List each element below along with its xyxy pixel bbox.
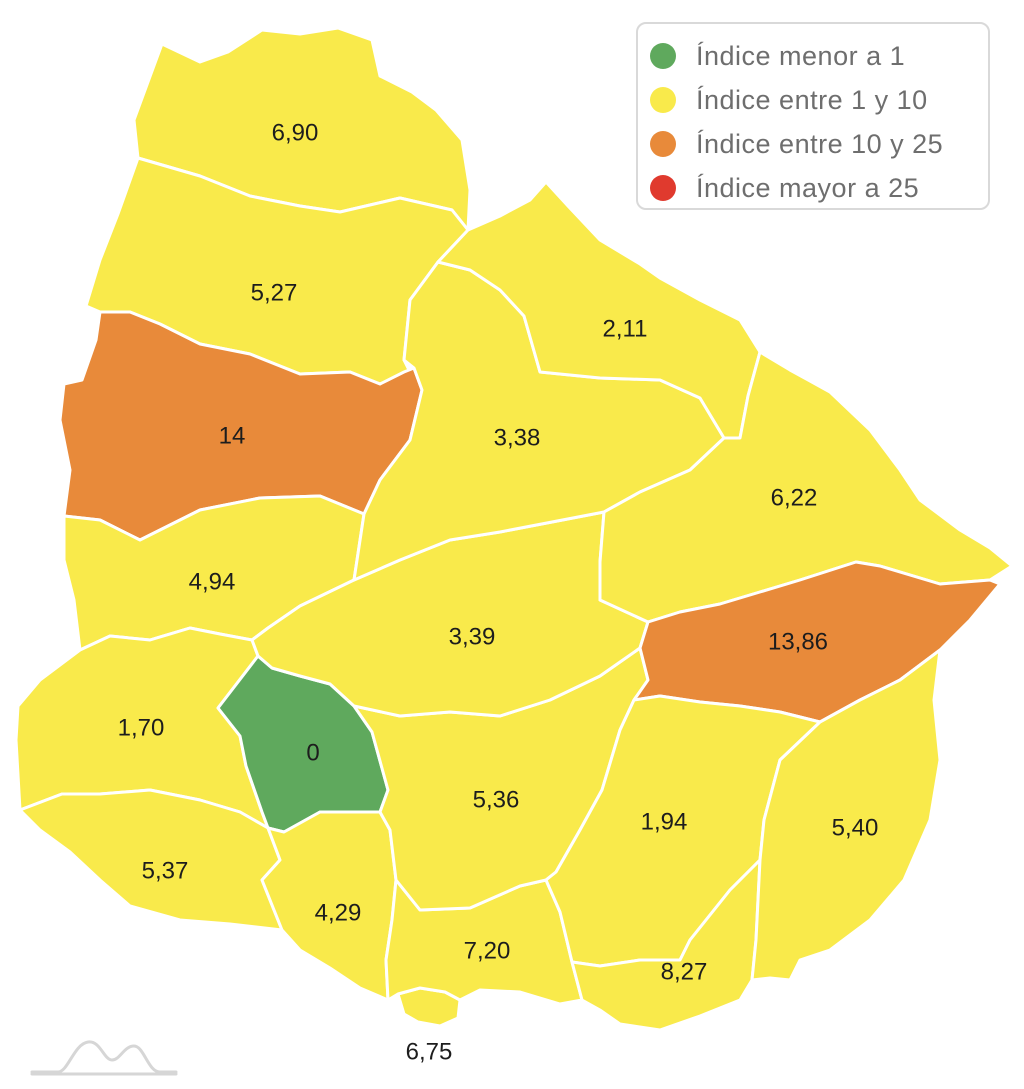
value-label-durazno: 3,39 bbox=[449, 623, 496, 650]
value-label-rocha: 5,40 bbox=[832, 814, 879, 841]
legend-swatch-red bbox=[650, 175, 676, 201]
value-label-lavalleja: 1,94 bbox=[641, 808, 688, 835]
value-label-maldonado: 8,27 bbox=[661, 958, 708, 985]
legend-item-red: Índice mayor a 25 bbox=[650, 166, 988, 210]
value-label-montevideo: 6,75 bbox=[406, 1038, 453, 1065]
legend-label-green: Índice menor a 1 bbox=[696, 40, 906, 71]
map-legend: Índice menor a 1 Índice entre 1 y 10 Índ… bbox=[636, 22, 990, 210]
region-rocha bbox=[750, 648, 942, 982]
value-label-paysandu: 14 bbox=[219, 422, 246, 449]
legend-swatch-orange bbox=[650, 131, 676, 157]
legend-item-yellow: Índice entre 1 y 10 bbox=[650, 78, 988, 122]
value-label-florida: 5,36 bbox=[473, 786, 520, 813]
value-label-canelones: 7,20 bbox=[464, 937, 511, 964]
legend-label-yellow: Índice entre 1 y 10 bbox=[696, 84, 928, 115]
legend-item-green: Índice menor a 1 bbox=[650, 34, 988, 78]
value-label-cerro-largo: 6,22 bbox=[771, 484, 818, 511]
value-label-soriano: 1,70 bbox=[118, 714, 165, 741]
value-label-salto: 5,27 bbox=[251, 279, 298, 306]
value-label-artigas: 6,90 bbox=[272, 119, 319, 146]
mountain-logo-icon bbox=[30, 1040, 178, 1076]
region-value-labels: 6,90 5,27 14 4,94 1,70 5,37 0 4,29 6,75 … bbox=[118, 119, 879, 1065]
value-label-treinta-y-tres: 13,86 bbox=[768, 628, 828, 655]
legend-label-red: Índice mayor a 25 bbox=[696, 172, 920, 203]
value-label-tacuarembo: 3,38 bbox=[494, 424, 541, 451]
value-label-flores: 0 bbox=[306, 739, 319, 766]
legend-item-orange: Índice entre 10 y 25 bbox=[650, 122, 988, 166]
value-label-san-jose: 4,29 bbox=[315, 899, 362, 926]
legend-swatch-yellow bbox=[650, 87, 676, 113]
value-label-rio-negro: 4,94 bbox=[189, 568, 236, 595]
legend-label-orange: Índice entre 10 y 25 bbox=[696, 128, 944, 159]
value-label-colonia: 5,37 bbox=[142, 857, 189, 884]
legend-swatch-green bbox=[650, 43, 676, 69]
value-label-rivera: 2,11 bbox=[603, 315, 648, 342]
